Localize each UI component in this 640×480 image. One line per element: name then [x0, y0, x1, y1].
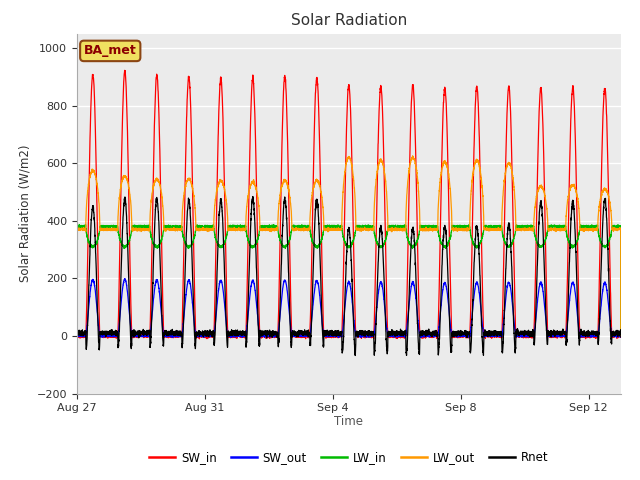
- Title: Solar Radiation: Solar Radiation: [291, 13, 407, 28]
- SW_out: [123, 282, 131, 288]
- LW_in: [123, 243, 131, 249]
- SW_out: [462, 333, 470, 339]
- Rnet: [401, 330, 409, 336]
- SW_in: [121, 68, 129, 73]
- SW_in: [401, 334, 409, 339]
- Text: BA_met: BA_met: [84, 44, 136, 58]
- LW_out: [73, 227, 81, 233]
- Line: SW_out: SW_out: [77, 279, 621, 337]
- LW_in: [73, 224, 81, 230]
- SW_out: [160, 333, 168, 338]
- Line: LW_out: LW_out: [77, 156, 621, 336]
- Rnet: [122, 210, 130, 216]
- Y-axis label: Solar Radiation (W/m2): Solar Radiation (W/m2): [18, 145, 31, 282]
- SW_in: [186, 94, 194, 100]
- LW_in: [407, 243, 415, 249]
- Line: Rnet: Rnet: [77, 196, 621, 356]
- SW_out: [617, 332, 625, 338]
- Rnet: [462, 330, 470, 336]
- Rnet: [617, 334, 625, 340]
- LW_out: [407, 157, 415, 163]
- X-axis label: Time: Time: [334, 415, 364, 428]
- LW_out: [409, 153, 417, 159]
- SW_out: [358, 335, 365, 340]
- SW_out: [73, 333, 81, 339]
- LW_out: [122, 174, 130, 180]
- LW_out: [401, 227, 409, 232]
- LW_in: [617, 332, 625, 338]
- SW_out: [408, 284, 415, 290]
- LW_out: [461, 226, 469, 232]
- LW_out: [186, 177, 194, 183]
- SW_in: [196, 336, 204, 342]
- Rnet: [249, 193, 257, 199]
- SW_in: [408, 104, 415, 109]
- LW_in: [82, 222, 90, 228]
- Legend: SW_in, SW_out, LW_in, LW_out, Rnet: SW_in, SW_out, LW_in, LW_out, Rnet: [144, 446, 554, 469]
- LW_in: [160, 226, 168, 232]
- Rnet: [351, 353, 359, 359]
- SW_in: [123, 93, 131, 99]
- Rnet: [73, 328, 81, 334]
- Line: SW_in: SW_in: [77, 71, 621, 339]
- Line: LW_in: LW_in: [77, 225, 621, 335]
- SW_in: [73, 332, 81, 337]
- Rnet: [186, 210, 194, 216]
- SW_in: [462, 333, 470, 339]
- Rnet: [408, 238, 415, 243]
- LW_in: [461, 224, 469, 230]
- LW_out: [159, 212, 167, 218]
- SW_out: [401, 333, 409, 339]
- LW_out: [617, 333, 625, 339]
- SW_out: [186, 280, 194, 286]
- Rnet: [159, 343, 167, 349]
- SW_in: [617, 334, 625, 340]
- LW_in: [186, 243, 194, 249]
- SW_out: [121, 276, 129, 282]
- SW_in: [160, 329, 168, 335]
- LW_in: [401, 224, 409, 230]
